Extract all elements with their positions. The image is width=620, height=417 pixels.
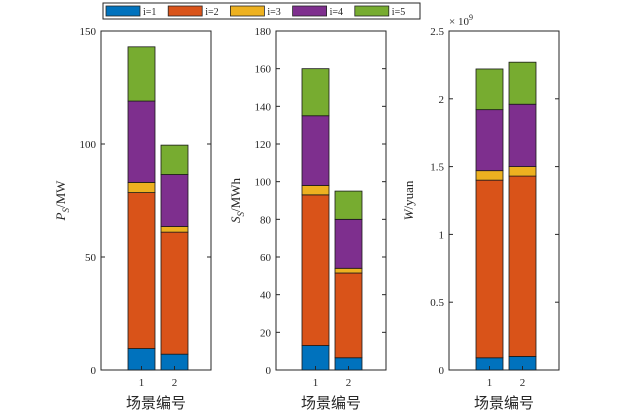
legend-swatch-4	[292, 5, 328, 17]
legend-label-5: i=5	[392, 7, 405, 18]
bar-segment-scenario-2-i2	[508, 175, 537, 357]
x-axis-label: 场景编号	[474, 395, 534, 412]
y-exponent-power: 9	[469, 13, 473, 22]
y-tick-label: 0	[439, 365, 445, 377]
bar-segment-scenario-2-i3	[160, 226, 189, 233]
legend: i=1 i=2 i=3 i=4 i=5	[102, 2, 421, 20]
bar-segment-scenario-1-i1	[301, 345, 330, 371]
y-tick-label: 100	[255, 177, 272, 189]
x-tick-label: 1	[487, 377, 493, 389]
y-tick-label: 120	[255, 139, 272, 151]
legend-label-2: i=2	[205, 7, 218, 18]
plot-area	[448, 30, 560, 371]
y-axis-label-unit: /MWh	[228, 178, 243, 212]
bar-segment-scenario-1-i3	[127, 182, 156, 193]
bar-segment-scenario-1-i5	[301, 68, 330, 117]
y-exponent-label: × 109	[449, 13, 473, 28]
bar-segment-scenario-2-i4	[334, 218, 363, 269]
plot-area	[100, 30, 212, 371]
x-tick-label: 2	[172, 377, 178, 389]
y-axis-label-unit: /yuan	[401, 180, 416, 209]
y-axis-label-subscript: S	[236, 211, 246, 216]
y-axis-label: SS/MWh	[228, 178, 246, 223]
bar-segment-scenario-1-i3	[301, 185, 330, 196]
y-tick-label: 0	[91, 365, 97, 377]
y-tick-label: 1	[439, 229, 445, 241]
x-axis-label: 场景编号	[301, 395, 361, 412]
legend-swatch-1	[105, 5, 141, 17]
x-axis-label: 场景编号	[126, 395, 186, 412]
y-axis-label-symbol: P	[53, 212, 68, 221]
bar-segment-scenario-1-i2	[301, 194, 330, 346]
y-tick-label: 40	[260, 290, 272, 302]
bar-segment-scenario-1-i4	[301, 115, 330, 186]
legend-label-4: i=4	[330, 7, 343, 18]
y-tick-label: 150	[80, 26, 97, 38]
y-tick-label: 1.5	[430, 162, 444, 174]
bar-segment-scenario-2-i5	[508, 61, 537, 105]
x-tick-label: 2	[346, 377, 352, 389]
y-tick-label: 2	[439, 94, 445, 106]
bar-segment-scenario-1-i5	[127, 46, 156, 102]
chart-panel-1: 0 50 100 150 1 2 场景编号 PS/MW	[53, 26, 212, 412]
y-tick-label: 0.5	[430, 297, 444, 309]
y-axis-label-unit: /MW	[53, 180, 68, 208]
bar-segment-scenario-2-i3	[508, 166, 537, 177]
y-axis-label: W/yuan	[401, 180, 416, 220]
legend-label-1: i=1	[143, 7, 156, 18]
y-tick-label: 50	[85, 252, 97, 264]
y-tick-label: 20	[260, 327, 272, 339]
bar-segment-scenario-2-i2	[334, 272, 363, 359]
x-tick-label: 2	[520, 377, 526, 389]
bar-segment-scenario-1-i4	[127, 100, 156, 183]
chart-panel-2: 0 20 40 60 80 100 120 140 160 180 1 2 场景编号 SS/MWh	[228, 26, 387, 412]
chart-panel-3: 0 0.5 1 1.5 2 2.5 1 2 场景编号 W/yuan × 109	[401, 13, 560, 412]
bar-segment-scenario-1-i5	[475, 68, 504, 111]
bar-segment-scenario-1-i4	[475, 109, 504, 172]
y-axis-label-symbol: W	[401, 208, 416, 220]
legend-swatch-2	[167, 5, 203, 17]
bar-segment-scenario-2-i4	[160, 174, 189, 227]
y-tick-label: 2.5	[430, 26, 444, 38]
legend-swatch-5	[354, 5, 390, 17]
bar-segment-scenario-2-i5	[160, 144, 189, 175]
bar-segment-scenario-1-i2	[475, 179, 504, 359]
y-tick-label: 140	[255, 101, 272, 113]
bar-segment-scenario-2-i3	[334, 267, 363, 274]
bar-segment-scenario-1-i2	[127, 192, 156, 349]
bar-segment-scenario-2-i2	[160, 231, 189, 355]
legend-swatch-3	[229, 5, 265, 17]
y-tick-label: 100	[80, 139, 97, 151]
bar-segment-scenario-2-i4	[508, 103, 537, 167]
y-exponent-base: × 10	[449, 16, 469, 28]
bar-segment-scenario-1-i3	[475, 170, 504, 181]
y-axis-label-subscript: S	[61, 208, 71, 213]
y-tick-label: 80	[260, 214, 272, 226]
x-tick-label: 1	[313, 377, 319, 389]
legend-label-3: i=3	[267, 7, 280, 18]
plot-area	[275, 30, 387, 371]
y-tick-label: 160	[255, 64, 272, 76]
y-axis-label-symbol: S	[228, 216, 243, 223]
y-tick-label: 60	[260, 252, 272, 264]
y-tick-label: 180	[255, 26, 272, 38]
y-axis-label: PS/MW	[53, 180, 71, 222]
x-tick-label: 1	[139, 377, 145, 389]
bar-segment-scenario-2-i5	[334, 190, 363, 220]
y-tick-label: 0	[266, 365, 272, 377]
